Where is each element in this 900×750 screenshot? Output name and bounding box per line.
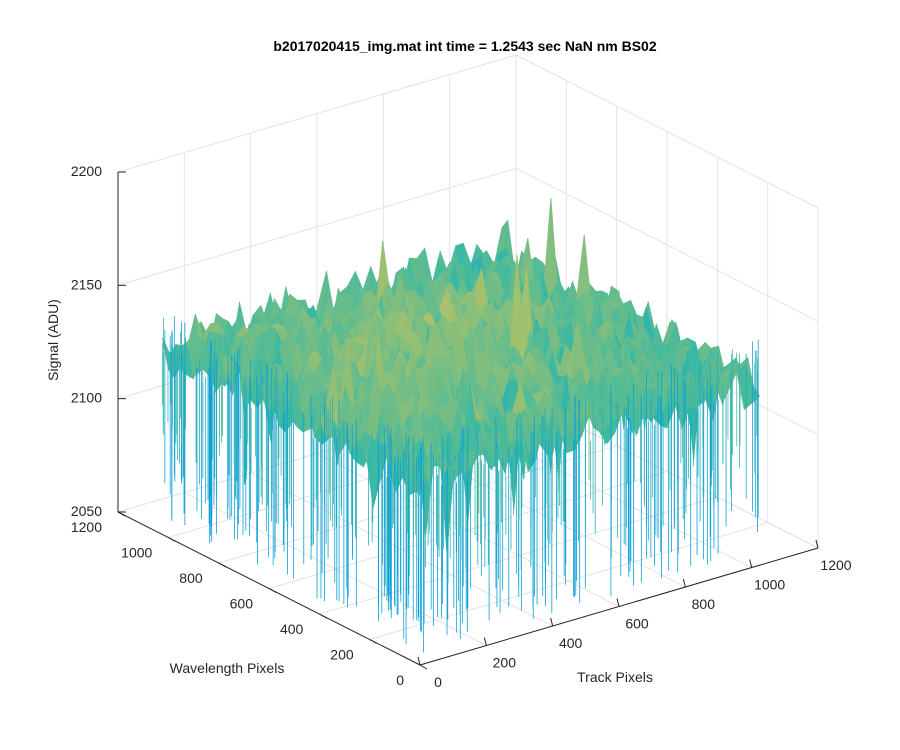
x-tick (550, 617, 554, 627)
y-tick-label: 1200 (71, 519, 102, 535)
axis-layer: 0 200 400 600 800 1000 1200 0 200 400 600 800 1000 12… (71, 163, 852, 690)
x-tick-label: 800 (692, 596, 716, 612)
x-tick (682, 578, 686, 588)
y-tick (268, 588, 277, 593)
y-tick (319, 613, 327, 619)
x-tick-label: 400 (559, 635, 583, 651)
y-tick (218, 562, 226, 568)
x-tick (749, 559, 753, 568)
chart-title: b2017020415_img.mat int time = 1.2543 se… (273, 38, 656, 54)
x-tick-label: 0 (434, 674, 442, 690)
y-tick (369, 639, 377, 644)
z-tick-label: 2050 (71, 503, 102, 519)
x-tick-label: 1200 (820, 557, 851, 573)
x-tick-label: 600 (625, 616, 649, 632)
y-tick-label: 800 (179, 570, 203, 586)
x-tick (616, 598, 620, 607)
grid-line (515, 167, 819, 322)
x-tick-label: 1000 (754, 577, 785, 593)
x-tick (417, 656, 421, 666)
x-tick (483, 637, 487, 646)
grid-line (117, 167, 517, 286)
z-tick-label: 2150 (71, 276, 102, 292)
x-axis-label: Track Pixels (577, 669, 653, 685)
y-tick-label: 600 (230, 596, 254, 612)
y-tick-label: 400 (280, 621, 304, 637)
grid-line (515, 54, 819, 209)
y-tick (117, 511, 126, 517)
x-tick-label: 200 (493, 655, 517, 671)
y-tick (168, 537, 176, 542)
x-tick (815, 539, 819, 549)
surface-layer (161, 198, 760, 653)
grid-line (117, 54, 517, 173)
y-tick-label: 1000 (121, 545, 152, 561)
grid-line (369, 522, 768, 640)
y-tick (419, 664, 428, 670)
y-axis-label: Wavelength Pixels (170, 660, 285, 676)
z-tick-label: 2200 (71, 163, 102, 179)
y-tick-label: 0 (396, 672, 404, 688)
z-tick-label: 2100 (71, 390, 102, 406)
z-axis-label: Signal (ADU) (45, 299, 61, 381)
y-tick-label: 200 (330, 647, 354, 663)
